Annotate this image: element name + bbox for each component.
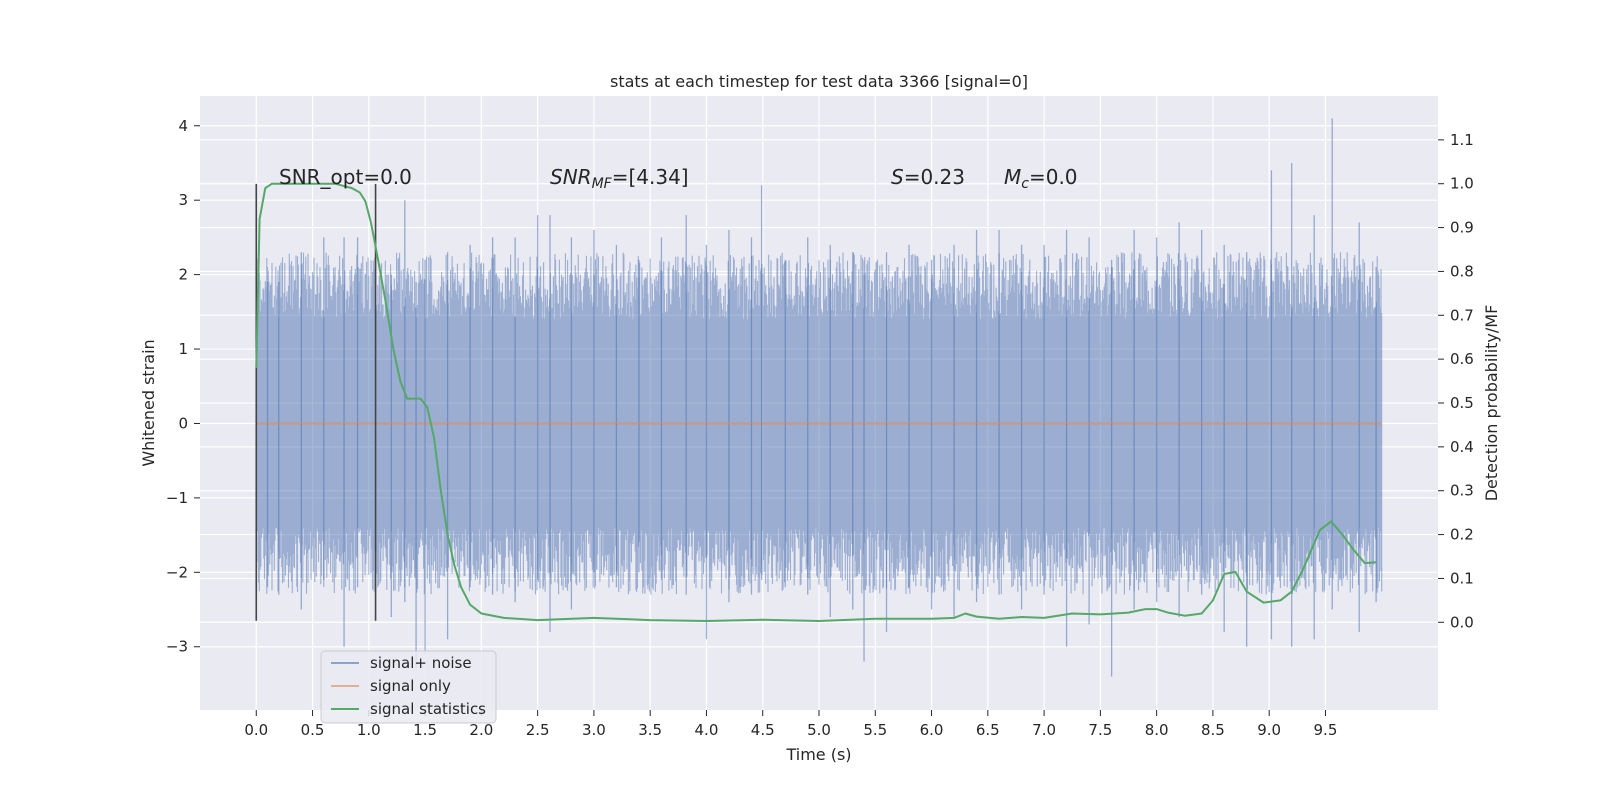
y2-tick-label: 0.9 (1450, 219, 1474, 237)
y2-tick-label: 0.3 (1450, 482, 1474, 500)
x-tick-label: 1.5 (413, 721, 437, 739)
y-tick-label: 4 (178, 117, 188, 135)
mc-var: M (1004, 165, 1021, 189)
y-tick-label: −1 (166, 489, 188, 507)
x-tick-label: 5.5 (863, 721, 887, 739)
y-axis-label: Whitened strain (139, 339, 158, 466)
y2-tick-label: 1.0 (1450, 175, 1474, 193)
x-tick-label: 5.0 (807, 721, 831, 739)
x-tick-label: 8.0 (1145, 721, 1169, 739)
annotation-mc: Mc=0.0 (1004, 165, 1078, 192)
y-tick-label: 2 (178, 266, 188, 284)
ticks: 0.0 0.5 1.0 1.5 2.0 2.5 3.0 3.5 4.0 4.5 5.0 5.5 6.0 6… (166, 117, 1474, 739)
annotation-snr-opt: SNR_opt=0.0 (279, 165, 412, 189)
s-var: S (891, 165, 904, 189)
y-tick-label: −2 (166, 563, 188, 581)
mc-sub: c (1021, 176, 1029, 192)
x-tick-label: 3.0 (582, 721, 606, 739)
legend: signal+ noise signal only signal statist… (320, 650, 497, 724)
y2-tick-label: 0.8 (1450, 262, 1474, 280)
mc-value: =0.0 (1029, 165, 1078, 189)
x-tick-label: 3.5 (638, 721, 662, 739)
chart-title: stats at each timestep for test data 336… (610, 72, 1028, 91)
x-tick-label: 6.5 (976, 721, 1000, 739)
stats-series (255, 182, 1377, 622)
x-tick-label: 2.5 (526, 721, 550, 739)
annotation-snr-mf: SNRMF=[4.34] (550, 165, 689, 192)
x-tick-label: 8.5 (1201, 721, 1225, 739)
y-tick-label: 1 (178, 340, 188, 358)
snr-mf-prefix: SNR (550, 165, 592, 189)
y2-tick-label: 0.0 (1450, 613, 1474, 631)
x-axis-label: Time (s) (785, 745, 851, 764)
x-tick-label: 1.0 (357, 721, 381, 739)
s-value: =0.23 (904, 165, 965, 189)
y2-tick-label: 0.5 (1450, 394, 1474, 412)
x-tick-label: 7.5 (1088, 721, 1112, 739)
vertical-lines (255, 183, 377, 621)
legend-label-signal-only: signal only (370, 677, 451, 695)
y2-tick-label: 0.6 (1450, 350, 1474, 368)
legend-box (320, 650, 497, 724)
y2-tick-label: 0.4 (1450, 438, 1474, 456)
y2-tick-label: 0.2 (1450, 526, 1474, 544)
y-tick-label: 0 (178, 414, 188, 432)
x-tick-label: 6.0 (920, 721, 944, 739)
legend-label-stats: signal statistics (370, 700, 486, 718)
x-tick-label: 4.5 (751, 721, 775, 739)
y2-tick-label: 0.7 (1450, 306, 1474, 324)
x-tick-label: 0.0 (244, 721, 268, 739)
y2-tick-label: 0.1 (1450, 569, 1474, 587)
annotation-s: S=0.23 (891, 165, 965, 189)
y-tick-label: 3 (178, 191, 188, 209)
y2-axis-label: Detection probability/MF (1482, 305, 1501, 502)
y2-tick-label: 1.1 (1450, 131, 1474, 149)
x-tick-label: 2.0 (469, 721, 493, 739)
x-tick-label: 0.5 (301, 721, 325, 739)
legend-label-noise: signal+ noise (370, 654, 472, 672)
snr-mf-sub: MF (592, 176, 613, 192)
snr-mf-suffix: =[4.34] (612, 165, 689, 189)
x-tick-label: 9.0 (1257, 721, 1281, 739)
y-tick-label: −3 (166, 638, 188, 656)
x-tick-label: 7.0 (1032, 721, 1056, 739)
stats-line (255, 182, 1377, 622)
x-tick-label: 4.0 (695, 721, 719, 739)
x-tick-label: 9.5 (1314, 721, 1338, 739)
